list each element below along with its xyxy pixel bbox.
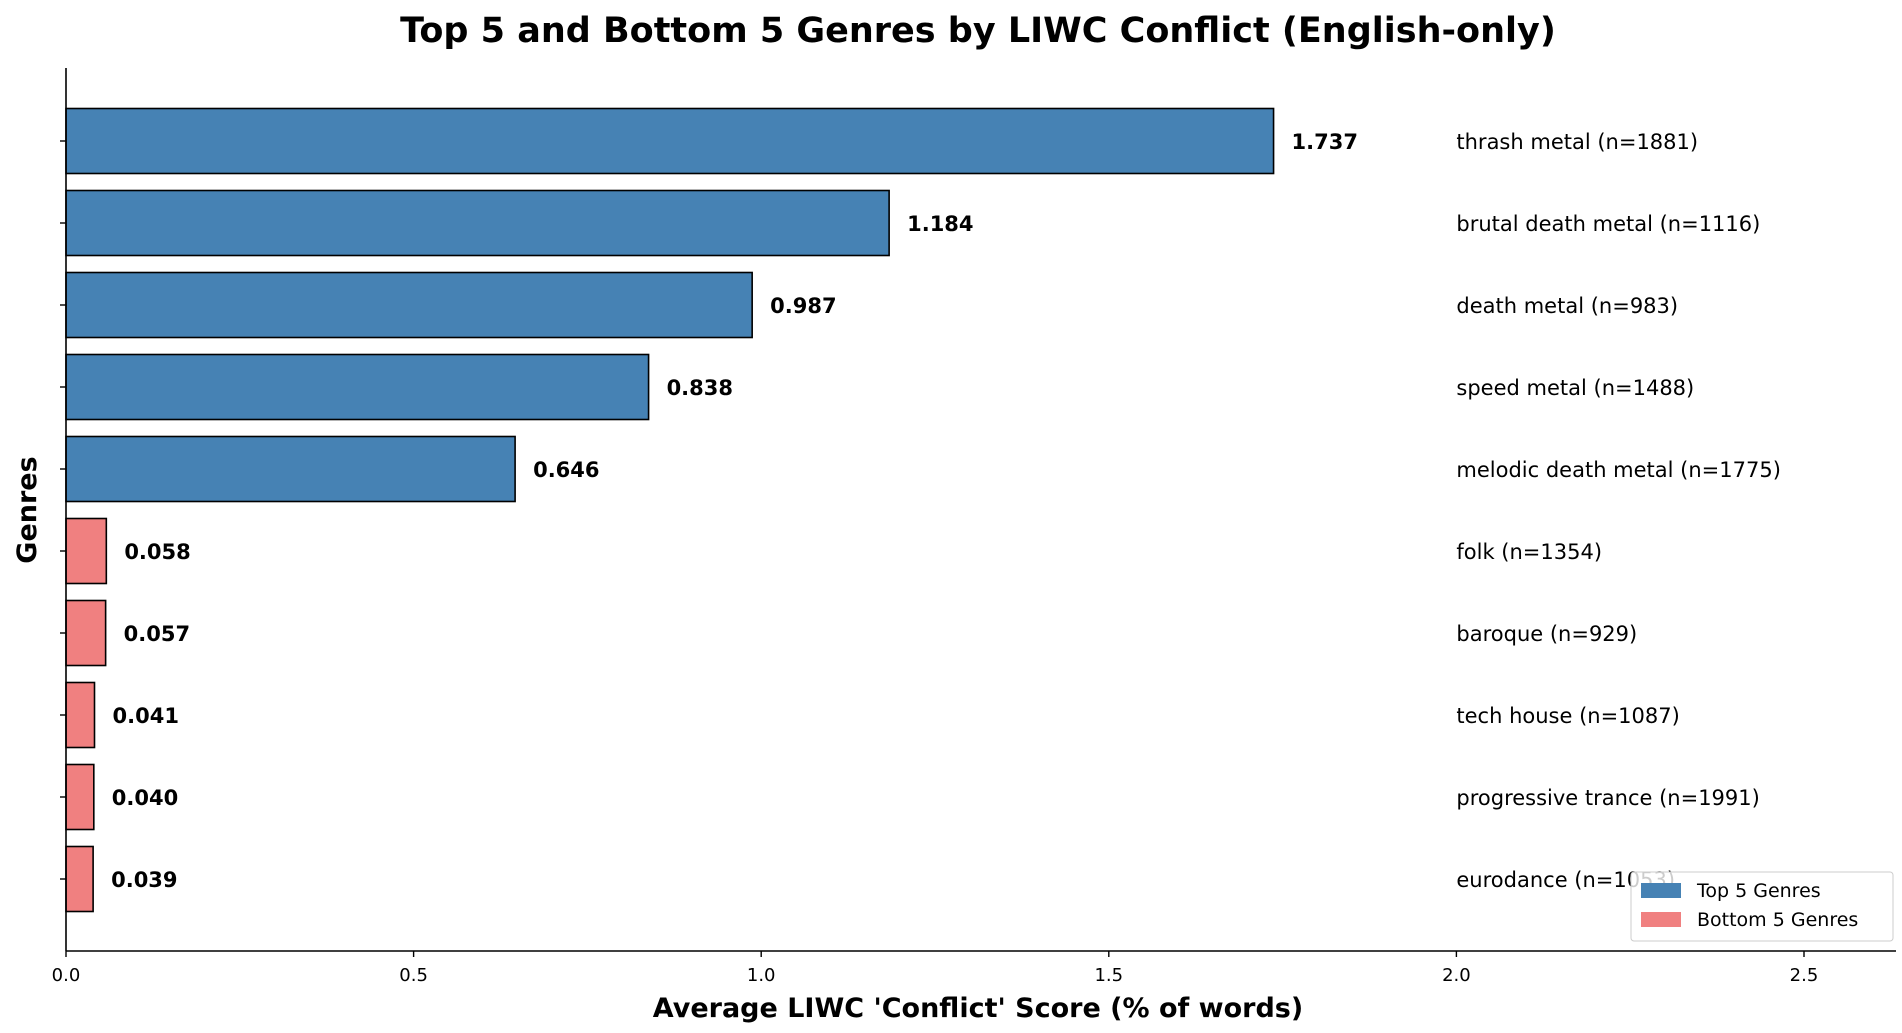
value-label-7: 0.041 — [113, 704, 179, 728]
genre-label-6: baroque (n=929) — [1456, 622, 1637, 646]
bar-top-2 — [65, 271, 753, 339]
genre-label-5: folk (n=1354) — [1456, 540, 1602, 564]
x-tick-label-0: 0.0 — [52, 965, 81, 986]
genre-label-2: death metal (n=983) — [1456, 294, 1678, 318]
value-label-5: 0.058 — [124, 540, 190, 564]
genre-label-1: brutal death metal (n=1116) — [1456, 212, 1760, 236]
x-tick-label-2: 1.0 — [747, 965, 776, 986]
genre-label-0: thrash metal (n=1881) — [1456, 130, 1698, 154]
legend: Top 5 Genres Bottom 5 Genres — [1630, 871, 1894, 942]
genre-label-7: tech house (n=1087) — [1456, 704, 1679, 728]
bars-group — [65, 107, 1275, 913]
value-label-3: 0.838 — [667, 376, 733, 400]
value-label-1: 1.184 — [907, 212, 973, 236]
bar-top-0 — [65, 107, 1275, 175]
value-label-6: 0.057 — [124, 622, 190, 646]
bar-bottom-7 — [65, 681, 96, 749]
x-tick-label-4: 2.0 — [1442, 965, 1471, 986]
genre-labels-group: thrash metal (n=1881) brutal death metal … — [1456, 130, 1781, 892]
bar-top-3 — [65, 353, 650, 421]
x-tick-label-1: 0.5 — [399, 965, 428, 986]
value-labels-group: 1.737 1.184 0.987 0.838 0.646 0.058 0.057 0.041… — [111, 130, 1358, 892]
bar-top-4 — [65, 435, 516, 503]
value-label-9: 0.039 — [111, 868, 177, 892]
y-axis-label: Genres — [12, 456, 43, 563]
chart-title: Top 5 and Bottom 5 Genres by LIWC Confli… — [400, 11, 1556, 51]
bar-bottom-6 — [65, 599, 107, 667]
legend-label-bottom: Bottom 5 Genres — [1697, 909, 1858, 931]
x-tick-label-5: 2.5 — [1790, 965, 1819, 986]
bar-bottom-8 — [65, 763, 95, 831]
value-label-8: 0.040 — [112, 786, 178, 810]
legend-swatch-bottom — [1641, 912, 1681, 927]
legend-label-top: Top 5 Genres — [1696, 880, 1821, 902]
bar-bottom-5 — [65, 517, 108, 585]
genre-label-3: speed metal (n=1488) — [1456, 376, 1694, 400]
genre-label-8: progressive trance (n=1991) — [1456, 786, 1759, 810]
value-label-0: 1.737 — [1292, 130, 1358, 154]
legend-frame — [1630, 871, 1894, 942]
x-axis-label: Average LIWC 'Conflict' Score (% of word… — [653, 993, 1303, 1024]
y-ticks-group — [60, 140, 66, 880]
legend-swatch-top — [1641, 883, 1681, 898]
genre-label-4: melodic death metal (n=1775) — [1456, 458, 1781, 482]
value-label-2: 0.987 — [770, 294, 836, 318]
x-ticks-group: 0.0 0.5 1.0 1.5 2.0 2.5 — [52, 951, 1819, 986]
bar-top-1 — [65, 189, 890, 257]
value-label-4: 0.646 — [533, 458, 599, 482]
bar-bottom-9 — [65, 845, 94, 913]
x-tick-label-3: 1.5 — [1094, 965, 1123, 986]
